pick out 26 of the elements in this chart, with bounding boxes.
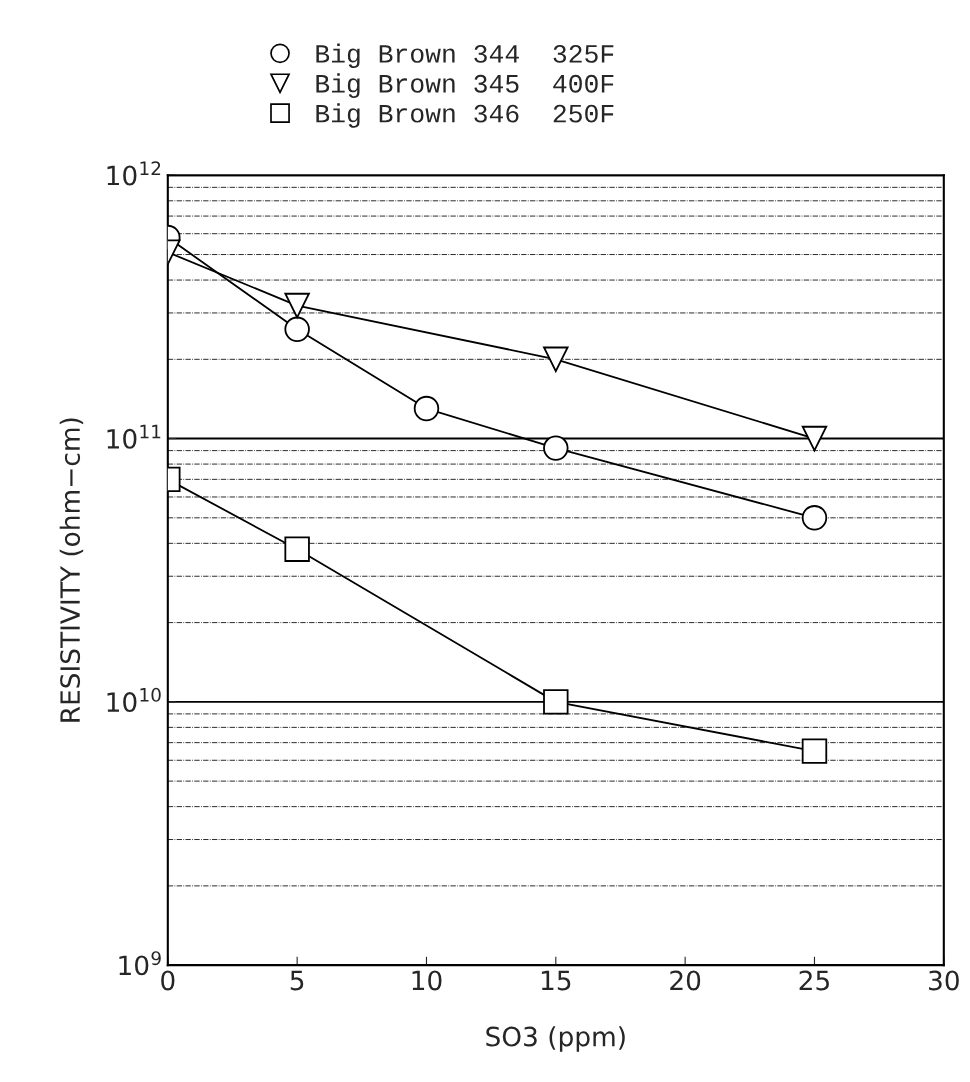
point [543, 689, 569, 715]
x-tick-label: 20 [670, 970, 701, 991]
y-tick-label: 10$^{9}$ [119, 951, 161, 976]
legend-label: Big Brown 344 325F [316, 43, 614, 69]
y-tick-label: 10$^{11}$ [107, 424, 161, 449]
point [284, 292, 310, 319]
legend-label: Big Brown 346 250F [316, 103, 614, 128]
y-tick-label: 10$^{10}$ [107, 687, 161, 713]
point [801, 425, 828, 452]
point [801, 505, 828, 531]
point [284, 316, 310, 343]
x-tick-label: 15 [541, 970, 571, 991]
point [801, 738, 828, 764]
point [284, 536, 310, 562]
x-tick-label: 30 [929, 970, 959, 991]
x-tick-label: 25 [799, 970, 829, 991]
y-axis-title: RESISTIVITY (ohm−cm) [59, 418, 84, 722]
y-tick-label: 10$^{12}$ [107, 161, 161, 186]
x-tick-label: 5 [290, 970, 304, 991]
point [543, 435, 569, 461]
x-axis-title: SO3 (ppm) [486, 1026, 625, 1052]
x-tick-label: 0 [161, 970, 175, 991]
point [413, 395, 440, 422]
legend-label: Big Brown 345 400F [316, 73, 614, 98]
x-tick-label: 10 [412, 970, 442, 991]
point [543, 346, 569, 373]
